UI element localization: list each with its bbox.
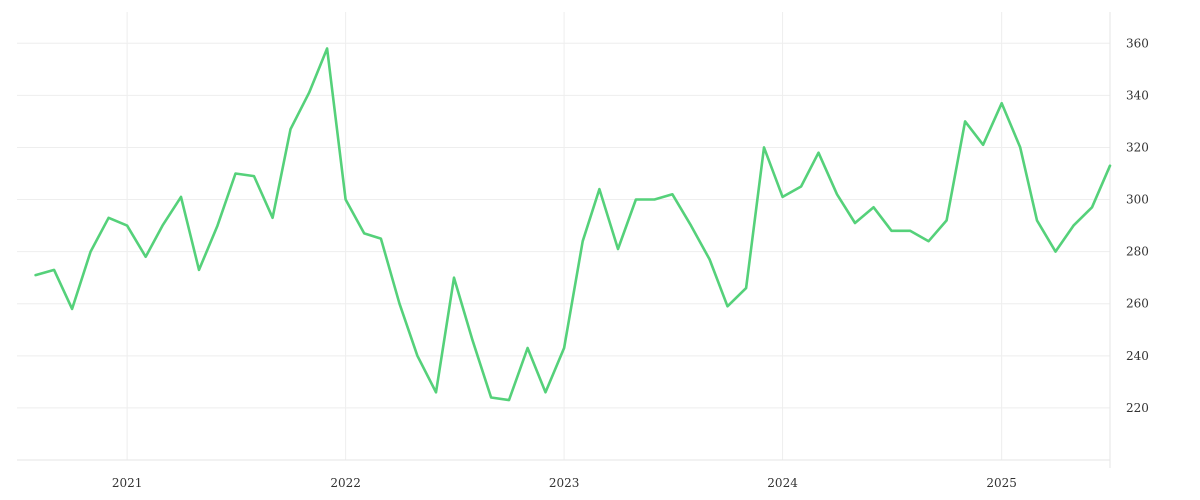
y-tick-label-240: 240 — [1126, 349, 1149, 363]
x-axis-labels: 2021 2022 2023 2024 2025 — [112, 476, 1017, 490]
series-group — [34, 47, 1112, 402]
y-tick-label-280: 280 — [1126, 245, 1149, 259]
x-tick-label-2023: 2023 — [549, 476, 580, 490]
y-gridlines — [17, 42, 1110, 409]
y-tick-label-360: 360 — [1126, 36, 1149, 50]
x-tick-label-2021: 2021 — [112, 476, 143, 490]
axes — [17, 12, 1111, 468]
y-tick-label-300: 300 — [1126, 193, 1149, 207]
x-tick-label-2025: 2025 — [986, 476, 1017, 490]
y-tick-label-220: 220 — [1126, 401, 1149, 415]
y-tick-label-340: 340 — [1126, 88, 1149, 102]
y-tick-label-260: 260 — [1126, 297, 1149, 311]
x-tick-label-2022: 2022 — [330, 476, 361, 490]
x-gridlines — [126, 12, 1003, 460]
x-tick-label-2024: 2024 — [767, 476, 798, 490]
y-axis-labels: 220 240 260 280 300 320 340 360 — [1126, 36, 1149, 415]
y-tick-label-320: 320 — [1126, 140, 1149, 154]
series-line-0 — [34, 47, 1112, 402]
